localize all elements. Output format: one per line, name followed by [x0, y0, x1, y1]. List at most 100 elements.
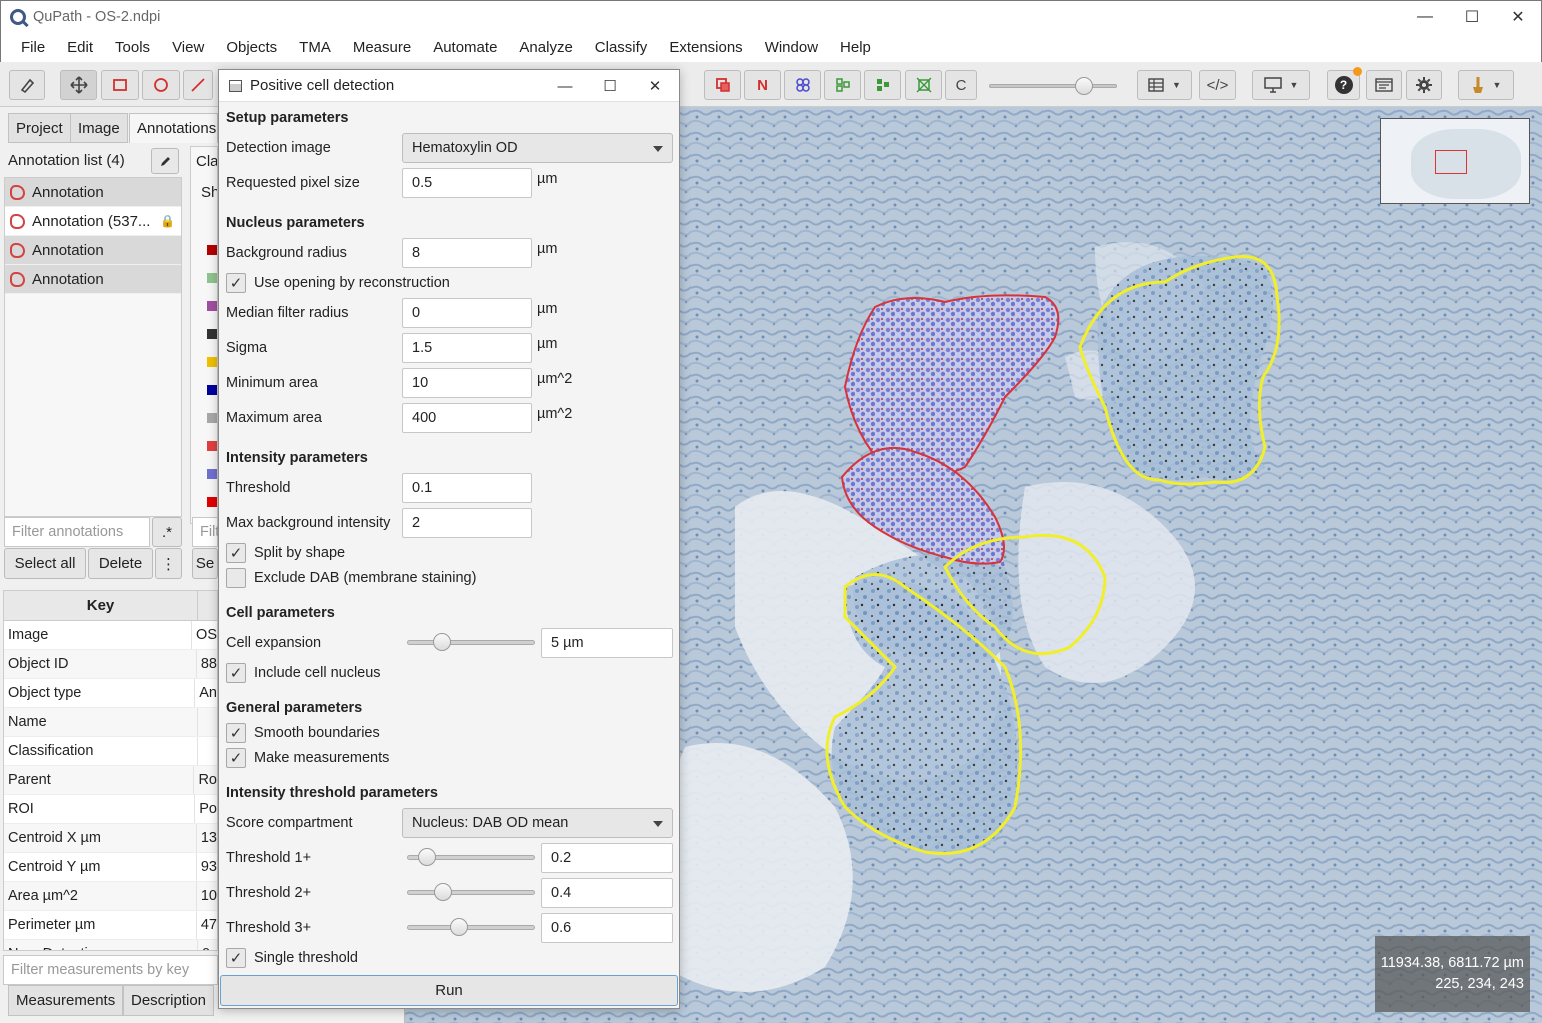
menu-edit[interactable]: Edit [67, 38, 94, 56]
menu-classify[interactable]: Classify [594, 38, 648, 56]
tab-description[interactable]: Description [123, 985, 215, 1016]
annotation-item[interactable]: Annotation (537... 🔒 [5, 207, 181, 236]
class-color-swatch[interactable] [207, 469, 217, 479]
more-options-button[interactable]: ⋮ [155, 548, 182, 579]
menu-objects[interactable]: Objects [226, 38, 278, 56]
sigma-input[interactable]: 1.5 [402, 333, 532, 363]
measurement-row[interactable]: Centroid X µm 13 [4, 824, 217, 853]
class-color-swatch[interactable] [207, 413, 217, 423]
dialog-minimize-button[interactable]: — [557, 77, 573, 95]
opacity-slider-knob[interactable] [1075, 77, 1093, 95]
rectangle-tool-button[interactable] [101, 70, 139, 100]
smooth-boundaries-checkbox[interactable]: ✓ [226, 723, 246, 743]
max-background-intensity-input[interactable]: 2 [402, 508, 532, 538]
median-filter-input[interactable]: 0 [402, 298, 532, 328]
measurement-row[interactable]: Parent Ro [4, 766, 217, 795]
class-color-swatch[interactable] [207, 301, 217, 311]
minimize-button[interactable]: — [1417, 8, 1433, 25]
threshold-2-slider[interactable] [407, 883, 535, 901]
show-names-button[interactable]: N [744, 70, 781, 100]
menu-help[interactable]: Help [840, 38, 871, 56]
measurement-row[interactable]: Centroid Y µm 93 [4, 853, 217, 882]
slide-overview-thumbnail[interactable] [1380, 118, 1530, 204]
cell-expansion-slider-knob[interactable] [433, 633, 451, 651]
run-button[interactable]: Run [220, 975, 678, 1006]
threshold-1-slider[interactable] [407, 848, 535, 866]
show-tma-button[interactable] [784, 70, 821, 100]
measurement-row[interactable]: Num Detections0 [4, 940, 217, 950]
threshold-2-slider-knob[interactable] [434, 883, 452, 901]
measurement-row[interactable]: Area µm^2 10 [4, 882, 217, 911]
measurement-row[interactable]: Object type An [4, 679, 217, 708]
class-color-swatch[interactable] [207, 441, 217, 451]
tab-project[interactable]: Project [8, 113, 71, 143]
filter-classes-input[interactable]: Filt [192, 517, 219, 547]
fill-detections-button[interactable] [864, 70, 901, 100]
show-pixel-classification-button[interactable] [905, 70, 942, 100]
annotation-item[interactable]: Annotation [5, 178, 181, 207]
cell-expansion-input[interactable]: 5 µm [541, 628, 673, 658]
move-tool-button[interactable] [60, 70, 97, 100]
menu-view[interactable]: View [172, 38, 205, 56]
log-button[interactable] [1366, 70, 1402, 100]
preferences-button[interactable] [1406, 70, 1442, 100]
threshold-2-input[interactable]: 0.4 [541, 878, 673, 908]
filter-annotations-input[interactable]: Filter annotations [4, 517, 150, 547]
show-annotations-button[interactable] [704, 70, 741, 100]
measurement-row[interactable]: Perimeter µm 47 [4, 911, 217, 940]
class-color-swatch[interactable] [207, 357, 217, 367]
regex-toggle-button[interactable]: .* [152, 517, 182, 547]
class-color-swatch[interactable] [207, 273, 217, 283]
pixel-size-input[interactable]: 0.5 [402, 168, 532, 198]
dialog-maximize-button[interactable]: ☐ [603, 78, 617, 95]
measurement-table-button[interactable]: ▼ [1137, 70, 1192, 100]
tab-image[interactable]: Image [70, 113, 128, 143]
menu-measure[interactable]: Measure [352, 38, 412, 56]
filter-measurements-input[interactable]: Filter measurements by key [3, 955, 218, 985]
class-color-swatch[interactable] [207, 385, 217, 395]
display-settings-button[interactable]: ▼ [1252, 70, 1310, 100]
tab-measurements[interactable]: Measurements [8, 985, 124, 1016]
show-connections-button[interactable]: C [945, 70, 977, 100]
menu-automate[interactable]: Automate [433, 38, 498, 56]
annotation-item[interactable]: Annotation [5, 265, 181, 294]
dialog-close-button[interactable]: ✕ [648, 78, 662, 95]
menu-file[interactable]: File [21, 38, 46, 56]
menu-extensions[interactable]: Extensions [669, 38, 743, 56]
menu-analyze[interactable]: Analyze [519, 38, 573, 56]
score-compartment-select[interactable]: Nucleus: DAB OD mean [402, 808, 673, 838]
help-button[interactable]: ? [1327, 67, 1362, 100]
threshold-3-slider-knob[interactable] [450, 918, 468, 936]
class-color-swatch[interactable] [207, 245, 217, 255]
annotation-item[interactable]: Annotation [5, 236, 181, 265]
threshold-input[interactable]: 0.1 [402, 473, 532, 503]
measurement-row[interactable]: Name [4, 708, 217, 737]
threshold-1-input[interactable]: 0.2 [541, 843, 673, 873]
show-classes-button[interactable]: Sh [201, 184, 218, 201]
show-detections-button[interactable] [824, 70, 861, 100]
class-color-swatch[interactable] [207, 329, 217, 339]
maximum-area-input[interactable]: 400 [402, 403, 532, 433]
edit-annotation-button[interactable] [151, 148, 179, 174]
ellipse-tool-button[interactable] [142, 70, 180, 100]
class-color-swatch[interactable] [207, 497, 217, 507]
menu-tma[interactable]: TMA [299, 38, 331, 56]
background-radius-input[interactable]: 8 [402, 238, 532, 268]
opening-reconstruction-checkbox[interactable]: ✓ [226, 273, 246, 293]
measurement-row[interactable]: ROI Po [4, 795, 217, 824]
overview-viewport-indicator[interactable] [1435, 150, 1467, 174]
line-tool-button[interactable] [183, 70, 213, 100]
script-editor-button[interactable]: </> [1199, 70, 1236, 100]
measurement-row[interactable]: Object ID 88 [4, 650, 217, 679]
cell-expansion-slider[interactable] [407, 633, 535, 651]
minimum-area-input[interactable]: 10 [402, 368, 532, 398]
include-cell-nucleus-checkbox[interactable]: ✓ [226, 663, 246, 683]
exclude-dab-checkbox[interactable] [226, 568, 246, 588]
single-threshold-checkbox[interactable]: ✓ [226, 948, 246, 968]
set-class-button[interactable]: Se [192, 548, 218, 579]
tab-annotations[interactable]: Annotations [129, 113, 218, 143]
make-measurements-checkbox[interactable]: ✓ [226, 748, 246, 768]
delete-button[interactable]: Delete [88, 548, 153, 579]
measurement-row[interactable]: Classification [4, 737, 217, 766]
threshold-3-input[interactable]: 0.6 [541, 913, 673, 943]
